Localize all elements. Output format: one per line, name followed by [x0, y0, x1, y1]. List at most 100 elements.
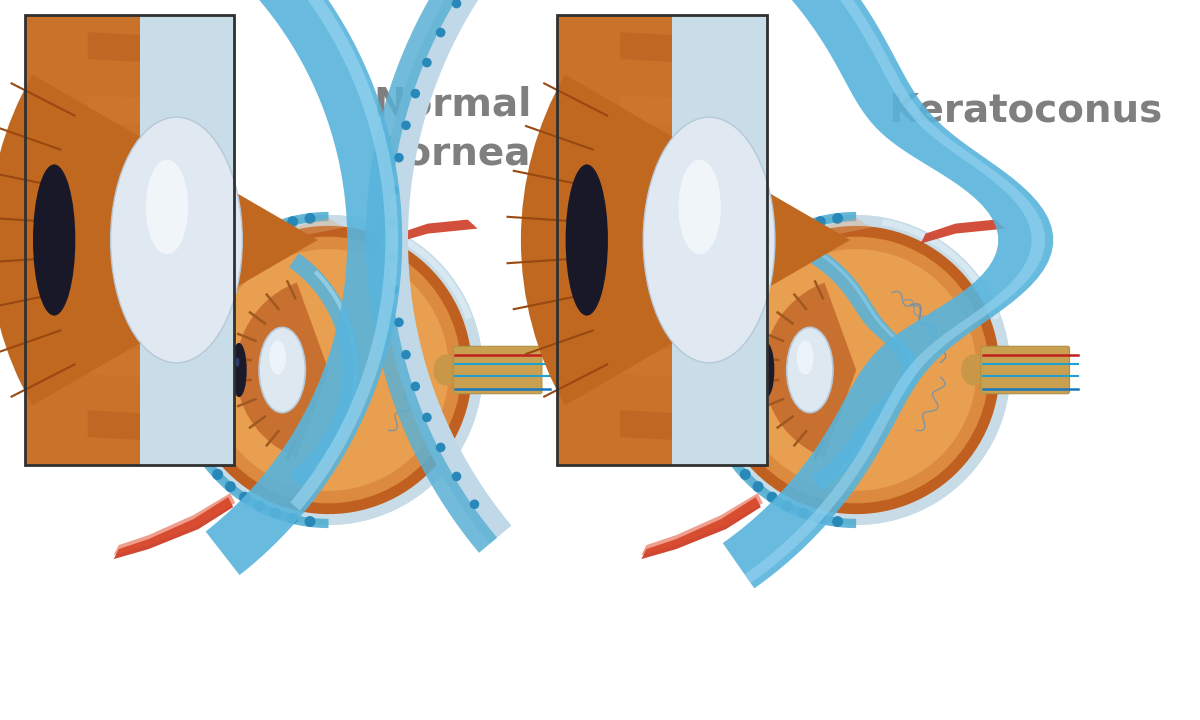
- Circle shape: [815, 513, 826, 524]
- FancyBboxPatch shape: [558, 15, 767, 465]
- Circle shape: [422, 58, 432, 68]
- Polygon shape: [745, 0, 1045, 583]
- Ellipse shape: [174, 215, 482, 525]
- Polygon shape: [88, 32, 234, 67]
- Circle shape: [184, 425, 194, 436]
- Ellipse shape: [678, 160, 721, 254]
- Ellipse shape: [763, 358, 767, 367]
- Polygon shape: [172, 212, 329, 528]
- Ellipse shape: [643, 117, 775, 363]
- Ellipse shape: [961, 354, 985, 385]
- Polygon shape: [620, 284, 767, 319]
- Wedge shape: [0, 75, 318, 405]
- Circle shape: [451, 0, 461, 9]
- Ellipse shape: [232, 343, 247, 397]
- Circle shape: [706, 321, 716, 332]
- Circle shape: [740, 469, 751, 480]
- Circle shape: [390, 186, 398, 195]
- Circle shape: [436, 443, 445, 452]
- Polygon shape: [920, 220, 1006, 243]
- Circle shape: [224, 248, 236, 259]
- Circle shape: [701, 391, 712, 402]
- Polygon shape: [882, 219, 1000, 320]
- Circle shape: [388, 219, 397, 228]
- Wedge shape: [521, 75, 850, 405]
- Ellipse shape: [712, 225, 1001, 516]
- Polygon shape: [88, 347, 234, 382]
- Polygon shape: [354, 219, 472, 320]
- Circle shape: [410, 382, 420, 391]
- Circle shape: [390, 285, 398, 294]
- Circle shape: [712, 425, 722, 436]
- Ellipse shape: [758, 343, 774, 397]
- Circle shape: [270, 221, 281, 233]
- Circle shape: [698, 374, 710, 384]
- Ellipse shape: [787, 328, 833, 413]
- Circle shape: [191, 441, 203, 451]
- Circle shape: [767, 238, 778, 248]
- Circle shape: [469, 500, 479, 509]
- Circle shape: [191, 289, 203, 300]
- Wedge shape: [763, 283, 856, 457]
- FancyBboxPatch shape: [980, 346, 1069, 394]
- Ellipse shape: [208, 249, 449, 491]
- Circle shape: [254, 228, 265, 239]
- FancyBboxPatch shape: [672, 15, 767, 465]
- Polygon shape: [114, 493, 235, 555]
- Circle shape: [184, 305, 194, 315]
- Polygon shape: [694, 218, 871, 302]
- Circle shape: [798, 221, 809, 233]
- Polygon shape: [289, 253, 359, 487]
- Polygon shape: [817, 251, 916, 489]
- Polygon shape: [313, 270, 358, 470]
- Circle shape: [305, 213, 316, 224]
- Ellipse shape: [702, 215, 1010, 525]
- Circle shape: [832, 516, 844, 527]
- Circle shape: [224, 481, 236, 492]
- Polygon shape: [620, 347, 767, 382]
- FancyBboxPatch shape: [25, 15, 234, 465]
- Polygon shape: [392, 220, 478, 243]
- Ellipse shape: [259, 328, 305, 413]
- Circle shape: [200, 455, 212, 467]
- Polygon shape: [167, 218, 344, 302]
- Ellipse shape: [269, 341, 286, 374]
- Circle shape: [706, 408, 716, 419]
- Ellipse shape: [565, 164, 608, 315]
- Circle shape: [798, 508, 809, 518]
- Circle shape: [752, 248, 763, 259]
- Polygon shape: [641, 497, 761, 559]
- Circle shape: [832, 213, 844, 224]
- Polygon shape: [88, 410, 234, 445]
- Polygon shape: [366, 0, 497, 553]
- Polygon shape: [379, 0, 511, 544]
- Circle shape: [719, 441, 730, 451]
- Polygon shape: [620, 410, 767, 445]
- Circle shape: [173, 391, 185, 402]
- Polygon shape: [88, 95, 234, 130]
- Circle shape: [239, 238, 250, 248]
- Wedge shape: [236, 283, 329, 457]
- Polygon shape: [620, 95, 767, 130]
- Circle shape: [173, 338, 185, 349]
- Text: Normal
Cornea: Normal Cornea: [373, 86, 532, 174]
- Polygon shape: [620, 221, 767, 256]
- Polygon shape: [290, 0, 398, 510]
- Circle shape: [752, 481, 763, 492]
- Text: Keratoconus: Keratoconus: [888, 91, 1163, 129]
- Circle shape: [782, 500, 793, 512]
- Circle shape: [394, 318, 403, 327]
- Ellipse shape: [146, 160, 188, 254]
- Polygon shape: [620, 158, 767, 193]
- Circle shape: [422, 413, 432, 422]
- Circle shape: [698, 356, 710, 366]
- FancyBboxPatch shape: [454, 346, 542, 394]
- Circle shape: [712, 305, 722, 315]
- Circle shape: [178, 408, 188, 419]
- Polygon shape: [722, 0, 1054, 588]
- Circle shape: [172, 374, 182, 384]
- Circle shape: [254, 500, 265, 512]
- Ellipse shape: [235, 358, 240, 367]
- Circle shape: [239, 492, 250, 503]
- Circle shape: [172, 356, 182, 366]
